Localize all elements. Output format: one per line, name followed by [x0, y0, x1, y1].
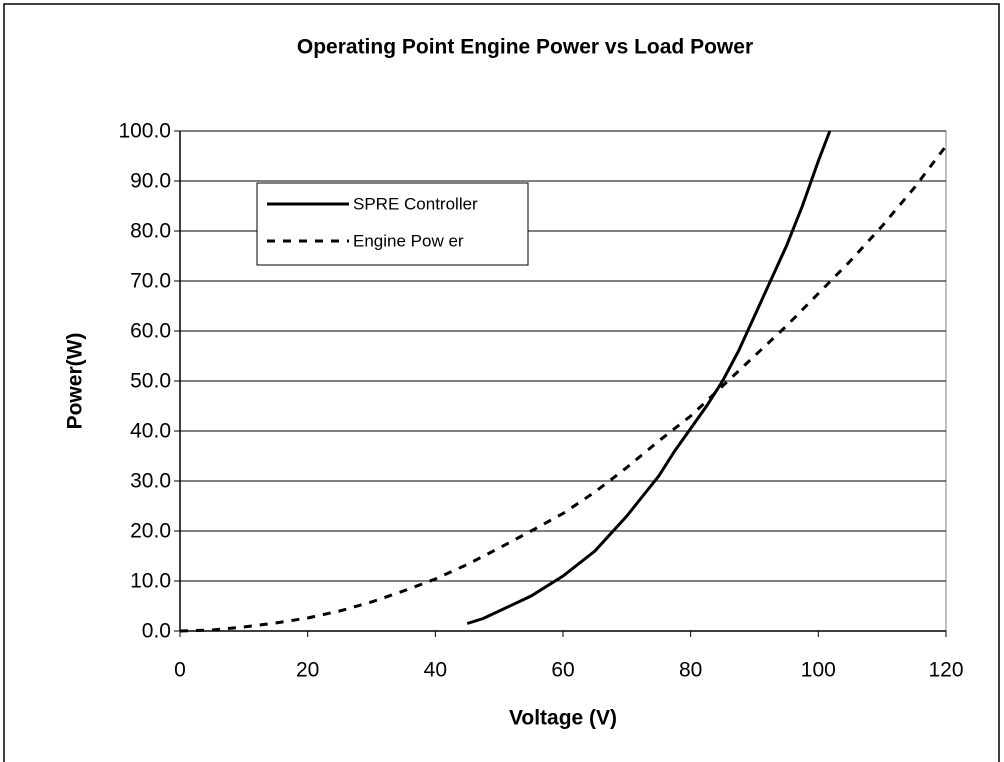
x-tick-label: 100: [801, 659, 836, 682]
x-tick-label: 20: [296, 659, 319, 682]
series-line: [466, 130, 832, 625]
y-tick-label: 70.0: [130, 270, 171, 293]
y-tick-label: 20.0: [130, 520, 171, 543]
y-axis-label: Power(W): [64, 333, 87, 430]
x-axis-label: Voltage (V): [509, 707, 617, 730]
y-tick-label: 10.0: [130, 570, 171, 593]
x-tick-label: 0: [174, 659, 186, 682]
x-tick-label: 40: [424, 659, 447, 682]
y-tick-label: 90.0: [130, 170, 171, 193]
y-tick-label: 60.0: [130, 320, 171, 343]
x-tick-label: 60: [551, 659, 574, 682]
x-tick-label: 120: [928, 659, 963, 682]
y-tick-label: 50.0: [130, 370, 171, 393]
legend-label: SPRE Controller: [353, 194, 478, 213]
series-line: [179, 145, 948, 633]
y-tick-label: 100.0: [118, 120, 171, 143]
chart-title: Operating Point Engine Power vs Load Pow…: [297, 36, 753, 59]
y-tick-label: 30.0: [130, 470, 171, 493]
legend-box: [256, 182, 529, 266]
y-tick-label: 80.0: [130, 220, 171, 243]
legend-label: Engine Pow er: [353, 231, 464, 250]
y-tick-label: 0.0: [142, 620, 171, 643]
x-tick-label: 80: [679, 659, 702, 682]
y-tick-label: 40.0: [130, 420, 171, 443]
